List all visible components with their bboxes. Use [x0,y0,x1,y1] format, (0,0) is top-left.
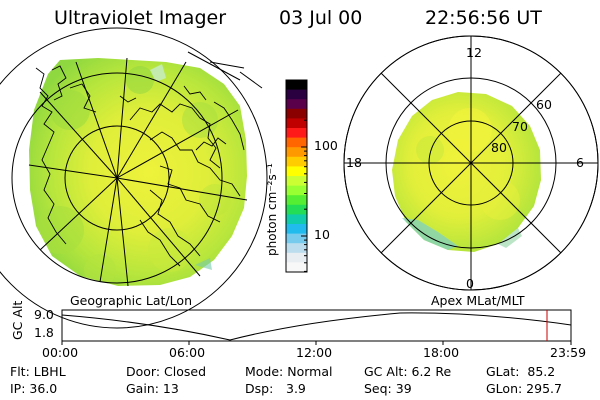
colorbar-swatch [286,118,307,129]
altitude-xtick-2359: 23:59 [550,345,587,360]
info-gc-alt: GC Alt: 6.2 Re [364,364,452,379]
colorbar-swatch [286,262,307,273]
colorbar-swatch [286,128,307,139]
colorbar-tick-10: 10 [314,227,330,242]
info-door: Door: Closed [126,364,207,379]
colorbar-swatch [286,214,307,225]
colorbar-swatch [286,89,307,100]
altitude-plot [61,309,572,345]
info-seq: Seq: 39 [364,381,412,396]
colorbar-swatch [286,137,307,148]
mlt-label-12: 12 [466,45,482,60]
colorbar-swatch [286,204,307,215]
observation-date: 03 Jul 00 [279,7,363,29]
geographic-map [0,27,268,329]
mlat-label-60: 60 [536,97,552,112]
altitude-xtick-0600: 06:00 [169,345,206,360]
mlt-label-6: 6 [576,155,584,170]
colorbar-swatch [286,99,307,110]
geographic-map-label: Geographic Lat/Lon [70,293,192,308]
colorbar-unit-label: photon cm⁻²s⁻¹ [265,163,279,256]
colorbar-swatch [286,156,307,167]
observation-time: 22:56:56 UT [425,7,542,29]
instrument-title: Ultraviolet Imager [54,7,227,29]
info-glon: GLon: 295.7 [486,381,562,396]
mlt-label-0: 0 [466,276,474,291]
colorbar-swatch [286,147,307,158]
mlat-label-80: 80 [491,140,507,155]
info-dsp-label: Dsp: [245,381,274,396]
colorbar-swatch [286,233,307,244]
apex-map-label: Apex MLat/MLT [431,293,525,308]
altitude-ylabel: GC Alt [10,300,25,340]
colorbar-tick-100: 100 [314,138,338,153]
altitude-ytick-top: 9.0 [34,307,54,322]
colorbar-swatch [286,185,307,196]
colorbar-swatch [286,195,307,206]
info-glat: GLat: 85.2 [486,364,556,379]
geographic-coastlines [35,65,245,267]
colorbar-swatch [286,224,307,235]
colorbar-swatch [286,80,307,91]
info-gain: Gain: 13 [126,381,179,396]
altitude-xtick-1200: 12:00 [296,345,333,360]
apex-polar-plot [343,35,599,291]
colorbar-swatch [286,252,307,263]
info-filter: Flt: LBHL [10,364,66,379]
info-dsp-value: 3.9 [286,381,306,396]
altitude-curve [61,312,572,341]
altitude-xtick-1800: 18:00 [423,345,460,360]
mlt-label-18: 18 [346,155,362,170]
geographic-aurora-texture [36,66,231,286]
mlat-label-70: 70 [512,119,528,134]
colorbar-swatch [286,243,307,254]
altitude-xtick-0000: 00:00 [42,345,79,360]
colorbar-swatch [286,176,307,187]
colorbar-swatch [286,108,307,119]
altitude-x-ticks [61,341,572,345]
colorbar-border [285,79,308,273]
info-mode: Mode: Normal [245,364,333,379]
apex-mlt-lines [344,36,598,290]
info-ip: IP: 36.0 [10,381,58,396]
altitude-ytick-bottom: 1.8 [34,325,54,340]
colorbar [285,79,308,273]
geographic-meridians [28,51,263,287]
colorbar-swatch [286,166,307,177]
